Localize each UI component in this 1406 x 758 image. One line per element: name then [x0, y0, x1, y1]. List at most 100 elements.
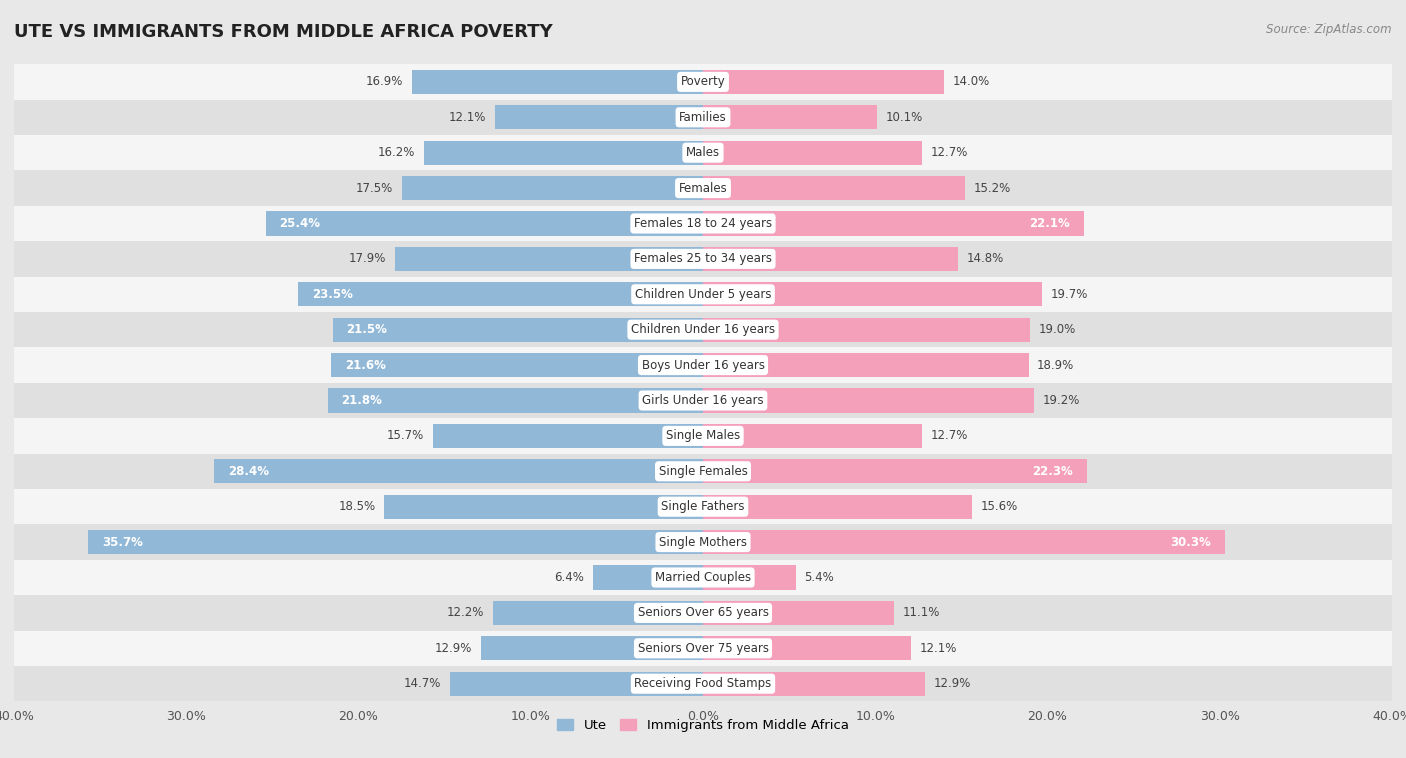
Text: Females 18 to 24 years: Females 18 to 24 years: [634, 217, 772, 230]
Bar: [89, 530, 703, 554]
Text: 15.7%: 15.7%: [387, 429, 425, 443]
Bar: [14, 489, 1392, 525]
Bar: [14, 418, 1392, 453]
Text: Children Under 5 years: Children Under 5 years: [634, 288, 772, 301]
Text: Children Under 16 years: Children Under 16 years: [631, 323, 775, 337]
Text: 12.1%: 12.1%: [449, 111, 486, 124]
Text: 22.1%: 22.1%: [1029, 217, 1070, 230]
Bar: [703, 211, 1084, 236]
Legend: Ute, Immigrants from Middle Africa: Ute, Immigrants from Middle Africa: [553, 713, 853, 737]
Bar: [14, 595, 1392, 631]
Text: 12.2%: 12.2%: [447, 606, 484, 619]
Text: Source: ZipAtlas.com: Source: ZipAtlas.com: [1267, 23, 1392, 36]
Bar: [14, 383, 1392, 418]
Text: Single Females: Single Females: [658, 465, 748, 478]
Text: Seniors Over 75 years: Seniors Over 75 years: [637, 642, 769, 655]
Text: 28.4%: 28.4%: [228, 465, 269, 478]
Text: 15.2%: 15.2%: [973, 182, 1011, 195]
Bar: [703, 318, 1031, 342]
Text: 17.5%: 17.5%: [356, 182, 392, 195]
Bar: [425, 141, 703, 164]
Text: 12.9%: 12.9%: [434, 642, 472, 655]
Text: Females 25 to 34 years: Females 25 to 34 years: [634, 252, 772, 265]
Bar: [703, 565, 796, 590]
Text: Married Couples: Married Couples: [655, 571, 751, 584]
Bar: [14, 277, 1392, 312]
Bar: [266, 211, 703, 236]
Text: 15.6%: 15.6%: [980, 500, 1018, 513]
Text: 18.9%: 18.9%: [1038, 359, 1074, 371]
Bar: [703, 70, 945, 94]
Bar: [703, 636, 911, 660]
Text: 18.5%: 18.5%: [339, 500, 375, 513]
Bar: [384, 495, 703, 518]
Bar: [14, 64, 1392, 99]
Text: 14.7%: 14.7%: [404, 677, 441, 691]
Bar: [14, 453, 1392, 489]
Text: 35.7%: 35.7%: [101, 536, 143, 549]
Bar: [703, 601, 894, 625]
Bar: [703, 530, 1225, 554]
Bar: [481, 636, 703, 660]
Text: Seniors Over 65 years: Seniors Over 65 years: [637, 606, 769, 619]
Text: 30.3%: 30.3%: [1170, 536, 1211, 549]
Bar: [402, 176, 703, 200]
Text: Girls Under 16 years: Girls Under 16 years: [643, 394, 763, 407]
Text: Receiving Food Stamps: Receiving Food Stamps: [634, 677, 772, 691]
Text: 11.1%: 11.1%: [903, 606, 941, 619]
Text: Males: Males: [686, 146, 720, 159]
Text: 5.4%: 5.4%: [804, 571, 834, 584]
Bar: [703, 247, 957, 271]
Text: 21.8%: 21.8%: [342, 394, 382, 407]
Bar: [703, 672, 925, 696]
Bar: [14, 525, 1392, 560]
Bar: [14, 312, 1392, 347]
Text: 21.6%: 21.6%: [344, 359, 385, 371]
Text: 12.1%: 12.1%: [920, 642, 957, 655]
Bar: [703, 459, 1087, 484]
Text: 23.5%: 23.5%: [312, 288, 353, 301]
Bar: [14, 205, 1392, 241]
Bar: [298, 282, 703, 306]
Text: 21.5%: 21.5%: [346, 323, 387, 337]
Bar: [703, 388, 1033, 412]
Bar: [14, 171, 1392, 205]
Text: Boys Under 16 years: Boys Under 16 years: [641, 359, 765, 371]
Text: UTE VS IMMIGRANTS FROM MIDDLE AFRICA POVERTY: UTE VS IMMIGRANTS FROM MIDDLE AFRICA POV…: [14, 23, 553, 41]
Bar: [328, 388, 703, 412]
Bar: [14, 560, 1392, 595]
Text: 22.3%: 22.3%: [1032, 465, 1073, 478]
Text: Single Fathers: Single Fathers: [661, 500, 745, 513]
Text: 14.8%: 14.8%: [966, 252, 1004, 265]
Text: 14.0%: 14.0%: [953, 75, 990, 89]
Text: Single Males: Single Males: [666, 429, 740, 443]
Bar: [14, 241, 1392, 277]
Bar: [395, 247, 703, 271]
Bar: [14, 347, 1392, 383]
Bar: [412, 70, 703, 94]
Text: 19.7%: 19.7%: [1050, 288, 1088, 301]
Bar: [495, 105, 703, 130]
Text: 12.9%: 12.9%: [934, 677, 972, 691]
Bar: [494, 601, 703, 625]
Text: Females: Females: [679, 182, 727, 195]
Text: 19.0%: 19.0%: [1039, 323, 1076, 337]
Bar: [703, 495, 972, 518]
Bar: [450, 672, 703, 696]
Text: Poverty: Poverty: [681, 75, 725, 89]
Text: 17.9%: 17.9%: [349, 252, 387, 265]
Bar: [214, 459, 703, 484]
Text: 19.2%: 19.2%: [1042, 394, 1080, 407]
Bar: [333, 318, 703, 342]
Text: 16.2%: 16.2%: [378, 146, 415, 159]
Text: 6.4%: 6.4%: [554, 571, 583, 584]
Text: 16.9%: 16.9%: [366, 75, 404, 89]
Bar: [14, 631, 1392, 666]
Text: Families: Families: [679, 111, 727, 124]
Text: Single Mothers: Single Mothers: [659, 536, 747, 549]
Bar: [703, 105, 877, 130]
Bar: [14, 99, 1392, 135]
Bar: [14, 666, 1392, 701]
Text: 12.7%: 12.7%: [931, 429, 967, 443]
Bar: [703, 353, 1029, 377]
